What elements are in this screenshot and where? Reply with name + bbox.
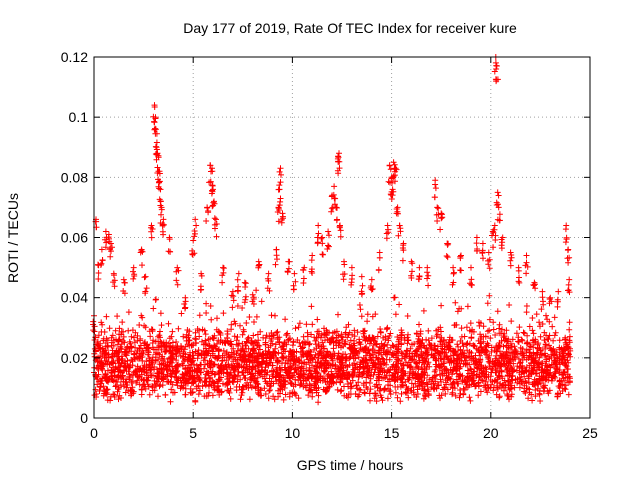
y-tick-label: 0.02 [61, 350, 88, 366]
x-tick-label: 0 [90, 425, 98, 441]
axis-ticks [93, 56, 591, 419]
y-tick-label: 0.12 [61, 49, 88, 65]
x-tick-label: 15 [384, 425, 400, 441]
x-tick-label: 5 [189, 425, 197, 441]
chart-title: Day 177 of 2019, Rate Of TEC Index for r… [183, 20, 517, 36]
x-axis-label: GPS time / hours [297, 457, 404, 473]
y-tick-label: 0 [80, 410, 88, 426]
x-tick-label: 25 [582, 425, 598, 441]
data-points [90, 54, 574, 406]
y-axis-label: ROTI / TECUs [5, 193, 21, 283]
y-tick-label: 0.04 [61, 290, 88, 306]
y-tick-labels: 0 0.02 0.04 0.06 0.08 0.1 0.12 [61, 49, 88, 426]
y-tick-label: 0.1 [69, 109, 89, 125]
y-tick-label: 0.06 [61, 230, 88, 246]
x-tick-labels: 0 5 10 15 20 25 [90, 425, 598, 441]
y-tick-label: 0.08 [61, 169, 88, 185]
scatter-points-roti [90, 54, 574, 406]
x-tick-label: 10 [285, 425, 301, 441]
x-tick-label: 20 [483, 425, 499, 441]
